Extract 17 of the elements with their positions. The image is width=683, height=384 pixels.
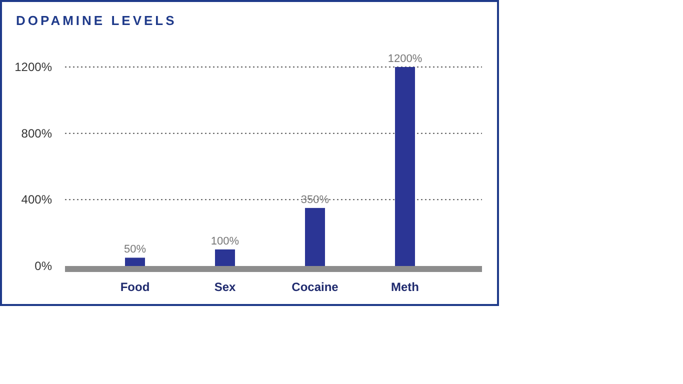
y-tick-label: 800% (21, 126, 52, 140)
data-label: 350% (300, 194, 330, 206)
data-label: 50% (124, 244, 146, 256)
bar (215, 249, 235, 266)
bar (395, 67, 415, 266)
y-tick-label: 400% (21, 192, 52, 207)
x-tick-label: Cocaine (292, 280, 339, 294)
x-tick-label: Food (120, 280, 150, 294)
x-tick-label: Sex (214, 280, 236, 294)
bar (305, 208, 325, 266)
y-tick-label: 1200% (14, 60, 52, 74)
y-tick-label: 0% (34, 259, 52, 273)
x-tick-label: Meth (391, 280, 419, 294)
chart-title: DOPAMINE LEVELS (16, 13, 177, 28)
bar (125, 258, 145, 266)
data-label: 1200% (388, 53, 422, 65)
data-label: 100% (210, 235, 240, 248)
